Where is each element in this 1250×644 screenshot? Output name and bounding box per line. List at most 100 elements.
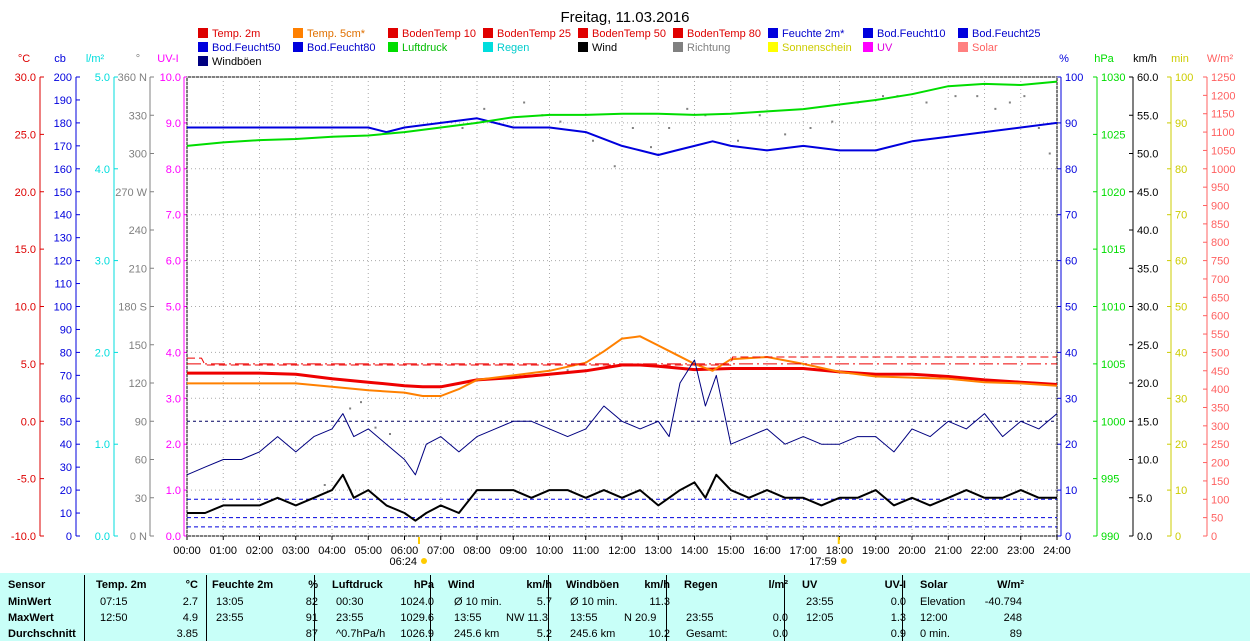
legend-swatch (293, 28, 303, 38)
solar-tick-label: 550 (1211, 329, 1229, 341)
stats-header-cell: km/h (644, 579, 670, 591)
cb-tick-label: 60 (60, 393, 72, 405)
stats-humidity-value: 91 (305, 612, 318, 624)
wind-direction-point (523, 101, 526, 104)
sun-tick-label: 80 (1175, 164, 1187, 176)
legend-label: Windböen (212, 56, 262, 68)
stats-pressure-value: 1029.6 (400, 612, 434, 624)
wind-direction-point (954, 95, 957, 98)
legend-item: Bod.Feucht25 (958, 28, 1041, 40)
legend-item: Temp. 2m (198, 28, 260, 40)
stats-temp-value: 2.7 (182, 596, 198, 608)
cb-axis-unit: cb (54, 53, 66, 65)
legend-item: BodenTemp 25 (483, 28, 571, 40)
uv-tick-label: 5.0 (166, 302, 181, 314)
wind-direction-point (374, 426, 377, 429)
x-tick-label: 04:00 (318, 545, 346, 557)
sunset-label: 17:59 (809, 556, 837, 568)
legend-label: UV (877, 42, 893, 54)
stats-header-cell: Feuchte 2m (212, 579, 274, 591)
legend-item: Luftdruck (388, 42, 448, 54)
temp-tick-label: -5.0 (17, 474, 36, 486)
temp-tick-label: 30.0 (15, 72, 36, 84)
legend-swatch (673, 28, 683, 38)
x-tick-label: 01:00 (209, 545, 237, 557)
stats-rain-value: 0.0 (772, 628, 788, 640)
wind-direction-point (809, 127, 812, 129)
dir-tick-label: 90 (135, 416, 147, 428)
wind-direction-point (686, 107, 689, 110)
stats-header-cell: °C (185, 579, 198, 591)
stats-header-cell: Temp. 2m (96, 579, 147, 591)
temp-tick-label: -10.0 (11, 531, 36, 543)
solar-tick-label: 1000 (1211, 164, 1235, 176)
press-tick-label: 1000 (1101, 416, 1125, 428)
stats-solar-value: 248 (1003, 612, 1022, 624)
legend-label: BodenTemp 10 (402, 28, 476, 40)
sun-tick-label: 90 (1175, 118, 1187, 130)
x-tick-label: 00:00 (173, 545, 201, 557)
solar-tick-label: 250 (1211, 439, 1229, 451)
legend-swatch (673, 42, 683, 52)
uv-tick-label: 4.0 (166, 347, 181, 359)
stats-gust-time: Ø 10 min. (570, 596, 618, 608)
legend-item: Temp. 5cm* (293, 28, 366, 40)
cb-tick-label: 30 (60, 462, 72, 474)
legend-item: UV (863, 42, 893, 54)
x-tick-label: 09:00 (499, 545, 527, 557)
wind-direction-point (389, 433, 391, 435)
stats-uv-time: 23:55 (806, 596, 834, 608)
wind-tick-label: 5.0 (1137, 493, 1152, 505)
solar-tick-label: 1200 (1211, 90, 1235, 102)
legend-swatch (483, 28, 493, 38)
wind-tick-label: 35.0 (1137, 263, 1158, 275)
wind-direction-point (323, 484, 326, 486)
solar-tick-label: 50 (1211, 513, 1223, 525)
stats-header-cell: UV (802, 579, 818, 591)
stats-row: MinWert 07:15 2.7 13:05 82 00:30 1024.0 Ø 10 mi… (0, 596, 1250, 612)
solar-tick-label: 900 (1211, 201, 1229, 213)
sun-tick-label: 100 (1175, 72, 1193, 84)
solar-axis-unit: W/m² (1207, 53, 1234, 65)
sunrise-sun-icon (421, 558, 427, 564)
wind-tick-label: 30.0 (1137, 302, 1158, 314)
stats-wind-time: Ø 10 min. (454, 596, 502, 608)
stats-column-divider (206, 575, 207, 641)
legend-swatch (483, 42, 493, 52)
press-tick-label: 1030 (1101, 72, 1125, 84)
uv-tick-label: 10.0 (160, 72, 181, 84)
wind-direction-point (592, 139, 594, 142)
solar-tick-label: 600 (1211, 311, 1229, 323)
wind-tick-label: 50.0 (1137, 149, 1158, 161)
stats-column-divider (902, 575, 903, 641)
legend-swatch (863, 42, 873, 52)
dir-tick-label: 360 N (118, 72, 147, 84)
wind-tick-label: 0.0 (1137, 531, 1152, 543)
stats-header-cell: W/m² (997, 579, 1024, 591)
legend-swatch (768, 42, 778, 52)
weather-chart: Freitag, 11.03.2016 Temp. 2m Temp. 5cm* Bo… (11, 9, 1236, 568)
solar-tick-label: 1100 (1211, 127, 1235, 139)
temp-tick-label: 15.0 (15, 244, 36, 256)
stats-rain-time: Gesamt: (686, 628, 728, 640)
wind-direction-point (559, 120, 562, 123)
hum-tick-label: 40 (1065, 347, 1077, 359)
x-tick-label: 14:00 (681, 545, 709, 557)
solar-tick-label: 850 (1211, 219, 1229, 231)
stats-gust-value: 10.2 (648, 628, 670, 640)
hum-tick-label: 20 (1065, 439, 1077, 451)
wind-direction-point (483, 107, 486, 110)
cb-tick-label: 180 (54, 118, 72, 130)
sun-tick-label: 60 (1175, 256, 1187, 268)
stats-humidity-time: 13:05 (216, 596, 244, 608)
stats-column-divider (548, 575, 549, 641)
solar-tick-label: 450 (1211, 366, 1229, 378)
cb-tick-label: 140 (54, 210, 72, 222)
dir-tick-label: 150 (129, 340, 147, 352)
stats-column-divider (784, 575, 785, 641)
dir-tick-label: 330 (129, 110, 147, 122)
wind-direction-point (1008, 101, 1011, 104)
stats-gust-direction: N 20.9 (624, 612, 657, 624)
stats-row-label: MinWert (8, 596, 52, 608)
legend-label: Solar (972, 42, 998, 54)
